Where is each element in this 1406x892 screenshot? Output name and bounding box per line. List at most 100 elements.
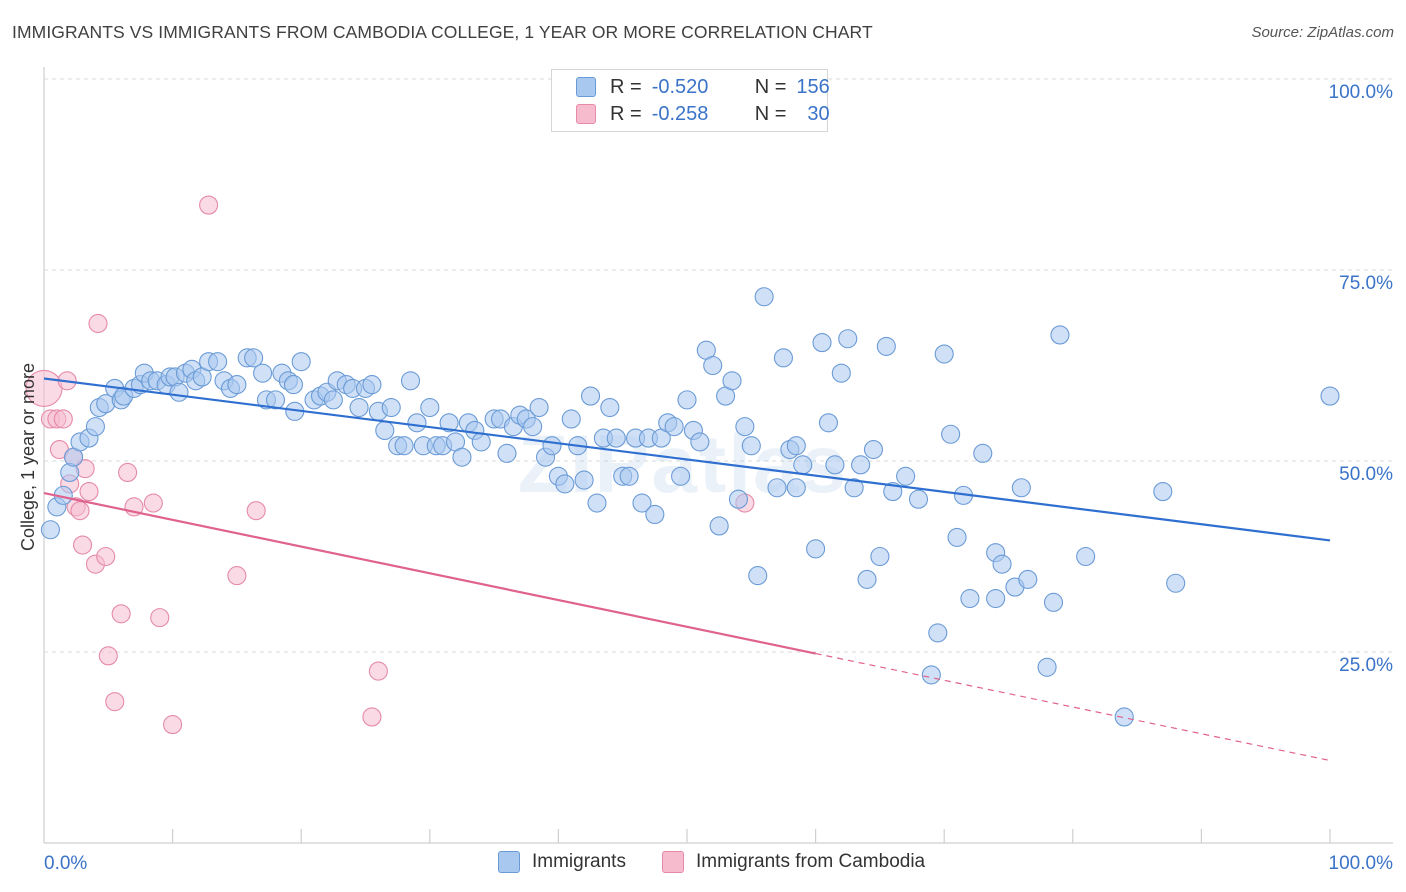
bottom-legend-swatch-immigrants (498, 851, 520, 873)
data-point-immigrants (632, 493, 652, 513)
data-point-immigrants (1076, 546, 1096, 567)
trendline-cambodia-extension (815, 652, 1331, 762)
data-point-cambodia (88, 313, 108, 334)
data-point-cambodia (118, 462, 138, 483)
series-immigrants-points (40, 287, 1340, 727)
bottom-legend-label: Immigrants (532, 851, 626, 872)
data-point-immigrants (265, 390, 286, 410)
tick-labels: 25.0% 50.0% 75.0% 100.0% 0.0% 100.0% (44, 82, 1393, 874)
legend-swatch-cambodia (576, 104, 596, 124)
legend: R = -0.520 N = 156 R = -0.258 N = 30 (551, 69, 830, 132)
data-point-immigrants (735, 417, 755, 437)
data-point-immigrants (1114, 707, 1134, 727)
data-point-immigrants (703, 355, 723, 376)
data-point-immigrants (896, 466, 916, 486)
bottom-legend-cambodia: Immigrants from Cambodia (662, 851, 925, 873)
data-point-immigrants (812, 333, 832, 353)
data-point-immigrants (921, 665, 941, 685)
legend-r-label: R = (610, 75, 642, 98)
data-point-cambodia (246, 501, 266, 521)
data-point-immigrants (690, 432, 710, 452)
data-point-immigrants (818, 413, 839, 433)
data-point-cambodia (143, 493, 163, 513)
data-point-immigrants (844, 478, 864, 498)
y-tick-label: 100.0% (1329, 82, 1394, 103)
data-point-immigrants (709, 516, 729, 536)
data-point-immigrants (960, 588, 980, 609)
legend-n-value: 30 (807, 102, 830, 125)
data-point-immigrants (851, 455, 871, 475)
legend-r-value: -0.258 (651, 102, 709, 125)
legend-r-value: -0.520 (651, 75, 709, 98)
data-point-immigrants (1050, 325, 1070, 345)
bottom-legend-immigrants: Immigrants (498, 851, 626, 873)
data-point-immigrants (934, 344, 954, 364)
data-point-cambodia (227, 566, 247, 586)
legend-n-label: N = (754, 75, 787, 98)
data-point-immigrants (439, 413, 459, 433)
data-point-immigrants (574, 470, 594, 490)
data-point-immigrants (497, 443, 517, 463)
data-point-immigrants (283, 375, 304, 395)
data-point-immigrants (728, 489, 748, 509)
data-point-immigrants (169, 382, 189, 402)
data-point-immigrants (580, 386, 601, 406)
data-point-cambodia (150, 608, 170, 628)
data-point-immigrants (767, 478, 787, 498)
data-point-immigrants (619, 466, 639, 486)
data-point-immigrants (825, 455, 845, 475)
data-point-cambodia (362, 707, 382, 727)
x-tick-label: 100.0% (1329, 853, 1394, 874)
data-point-immigrants (754, 287, 774, 307)
data-point-immigrants (1320, 386, 1340, 406)
data-point-immigrants (452, 447, 472, 467)
data-point-immigrants (857, 569, 877, 589)
data-point-immigrants (831, 363, 851, 383)
data-point-immigrants (1043, 592, 1064, 612)
y-tick-label: 50.0% (1339, 464, 1393, 485)
data-point-immigrants (645, 504, 665, 525)
data-point-immigrants (394, 436, 414, 456)
data-point-immigrants (928, 623, 948, 643)
legend-swatch-immigrants (576, 77, 596, 97)
legend-r-label: R = (610, 102, 642, 125)
y-axis-label: College, 1 year or more (18, 363, 38, 551)
data-point-immigrants (908, 489, 929, 509)
data-point-immigrants (349, 397, 369, 418)
data-point-immigrants (773, 348, 794, 368)
data-point-immigrants (362, 375, 382, 395)
trendline-cambodia (43, 492, 816, 655)
x-tick-label: 0.0% (44, 853, 87, 874)
data-point-immigrants (806, 539, 826, 559)
data-point-immigrants (941, 424, 961, 444)
data-point-immigrants (741, 436, 761, 456)
data-point-immigrants (208, 352, 228, 372)
data-point-immigrants (863, 439, 884, 460)
data-point-immigrants (471, 432, 491, 452)
legend-n-value: 156 (796, 75, 830, 98)
legend-n-label: N = (754, 102, 787, 125)
data-point-immigrants (587, 493, 607, 513)
data-point-immigrants (1018, 569, 1038, 589)
data-point-immigrants (606, 428, 626, 448)
data-point-immigrants (786, 436, 806, 456)
data-point-immigrants (748, 566, 768, 586)
data-point-cambodia (111, 604, 131, 624)
data-point-cambodia (96, 546, 116, 567)
data-point-immigrants (381, 397, 401, 418)
data-point-immigrants (1037, 657, 1057, 677)
data-point-cambodia (79, 482, 99, 502)
data-point-immigrants (85, 417, 105, 437)
data-point-immigrants (407, 413, 427, 433)
chart-source: Source: ZipAtlas.com (1251, 24, 1394, 41)
data-point-immigrants (400, 371, 421, 391)
bottom-legend: Immigrants Immigrants from Cambodia (0, 851, 1406, 877)
bottom-legend-label: Immigrants from Cambodia (696, 851, 926, 872)
data-point-immigrants (870, 546, 890, 567)
data-point-immigrants (992, 554, 1012, 574)
data-point-immigrants (671, 466, 691, 486)
bottom-legend-swatch-cambodia (662, 851, 684, 873)
data-point-immigrants (253, 363, 273, 383)
data-point-immigrants (876, 336, 896, 356)
axis-layer (43, 67, 1393, 844)
